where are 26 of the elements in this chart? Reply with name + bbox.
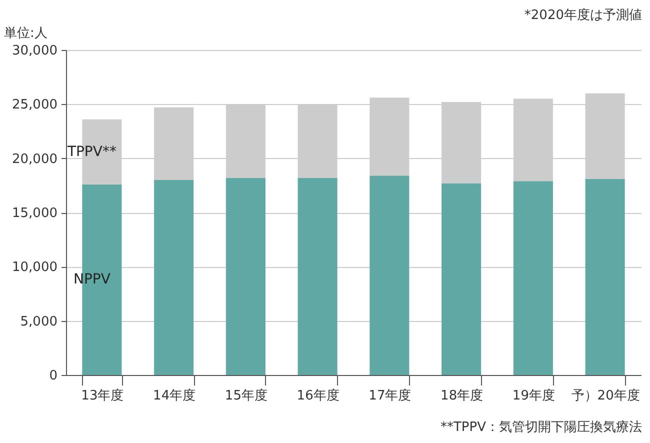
x-tick-label: 13年度 [81, 388, 124, 404]
text: 単位:人 [4, 25, 48, 42]
text: **TPPV：気管切開下陽圧換気療法 [440, 419, 642, 436]
bar [298, 178, 338, 375]
x-tick-label: 18年度 [440, 388, 484, 404]
x-tick-label: 15年度 [224, 388, 268, 404]
y-tick-label: 5,000 [20, 314, 58, 330]
y-tick-label: 0 [49, 368, 58, 384]
y-tick-label: 25,000 [12, 98, 58, 113]
bar [226, 178, 266, 375]
x-tick-label: 16年度 [296, 388, 340, 404]
series-label: TPPV** [66, 144, 116, 160]
x-tick-label: 17年度 [368, 388, 412, 404]
bar [154, 180, 194, 375]
bar [370, 176, 410, 375]
y-tick-label: 15,000 [12, 206, 58, 221]
y-tick-label: 20,000 [12, 152, 58, 167]
bar [442, 183, 482, 375]
bar [513, 181, 553, 375]
text: *2020年度は予測値 [524, 7, 642, 24]
x-tick-label: 予）20年度 [571, 388, 640, 404]
x-tick-label: 19年度 [512, 388, 555, 404]
bar [585, 178, 625, 375]
x-tick-label: 14年度 [153, 388, 196, 404]
y-tick-label: 30,000 [12, 44, 58, 58]
y-tick-label: 10,000 [12, 260, 58, 276]
